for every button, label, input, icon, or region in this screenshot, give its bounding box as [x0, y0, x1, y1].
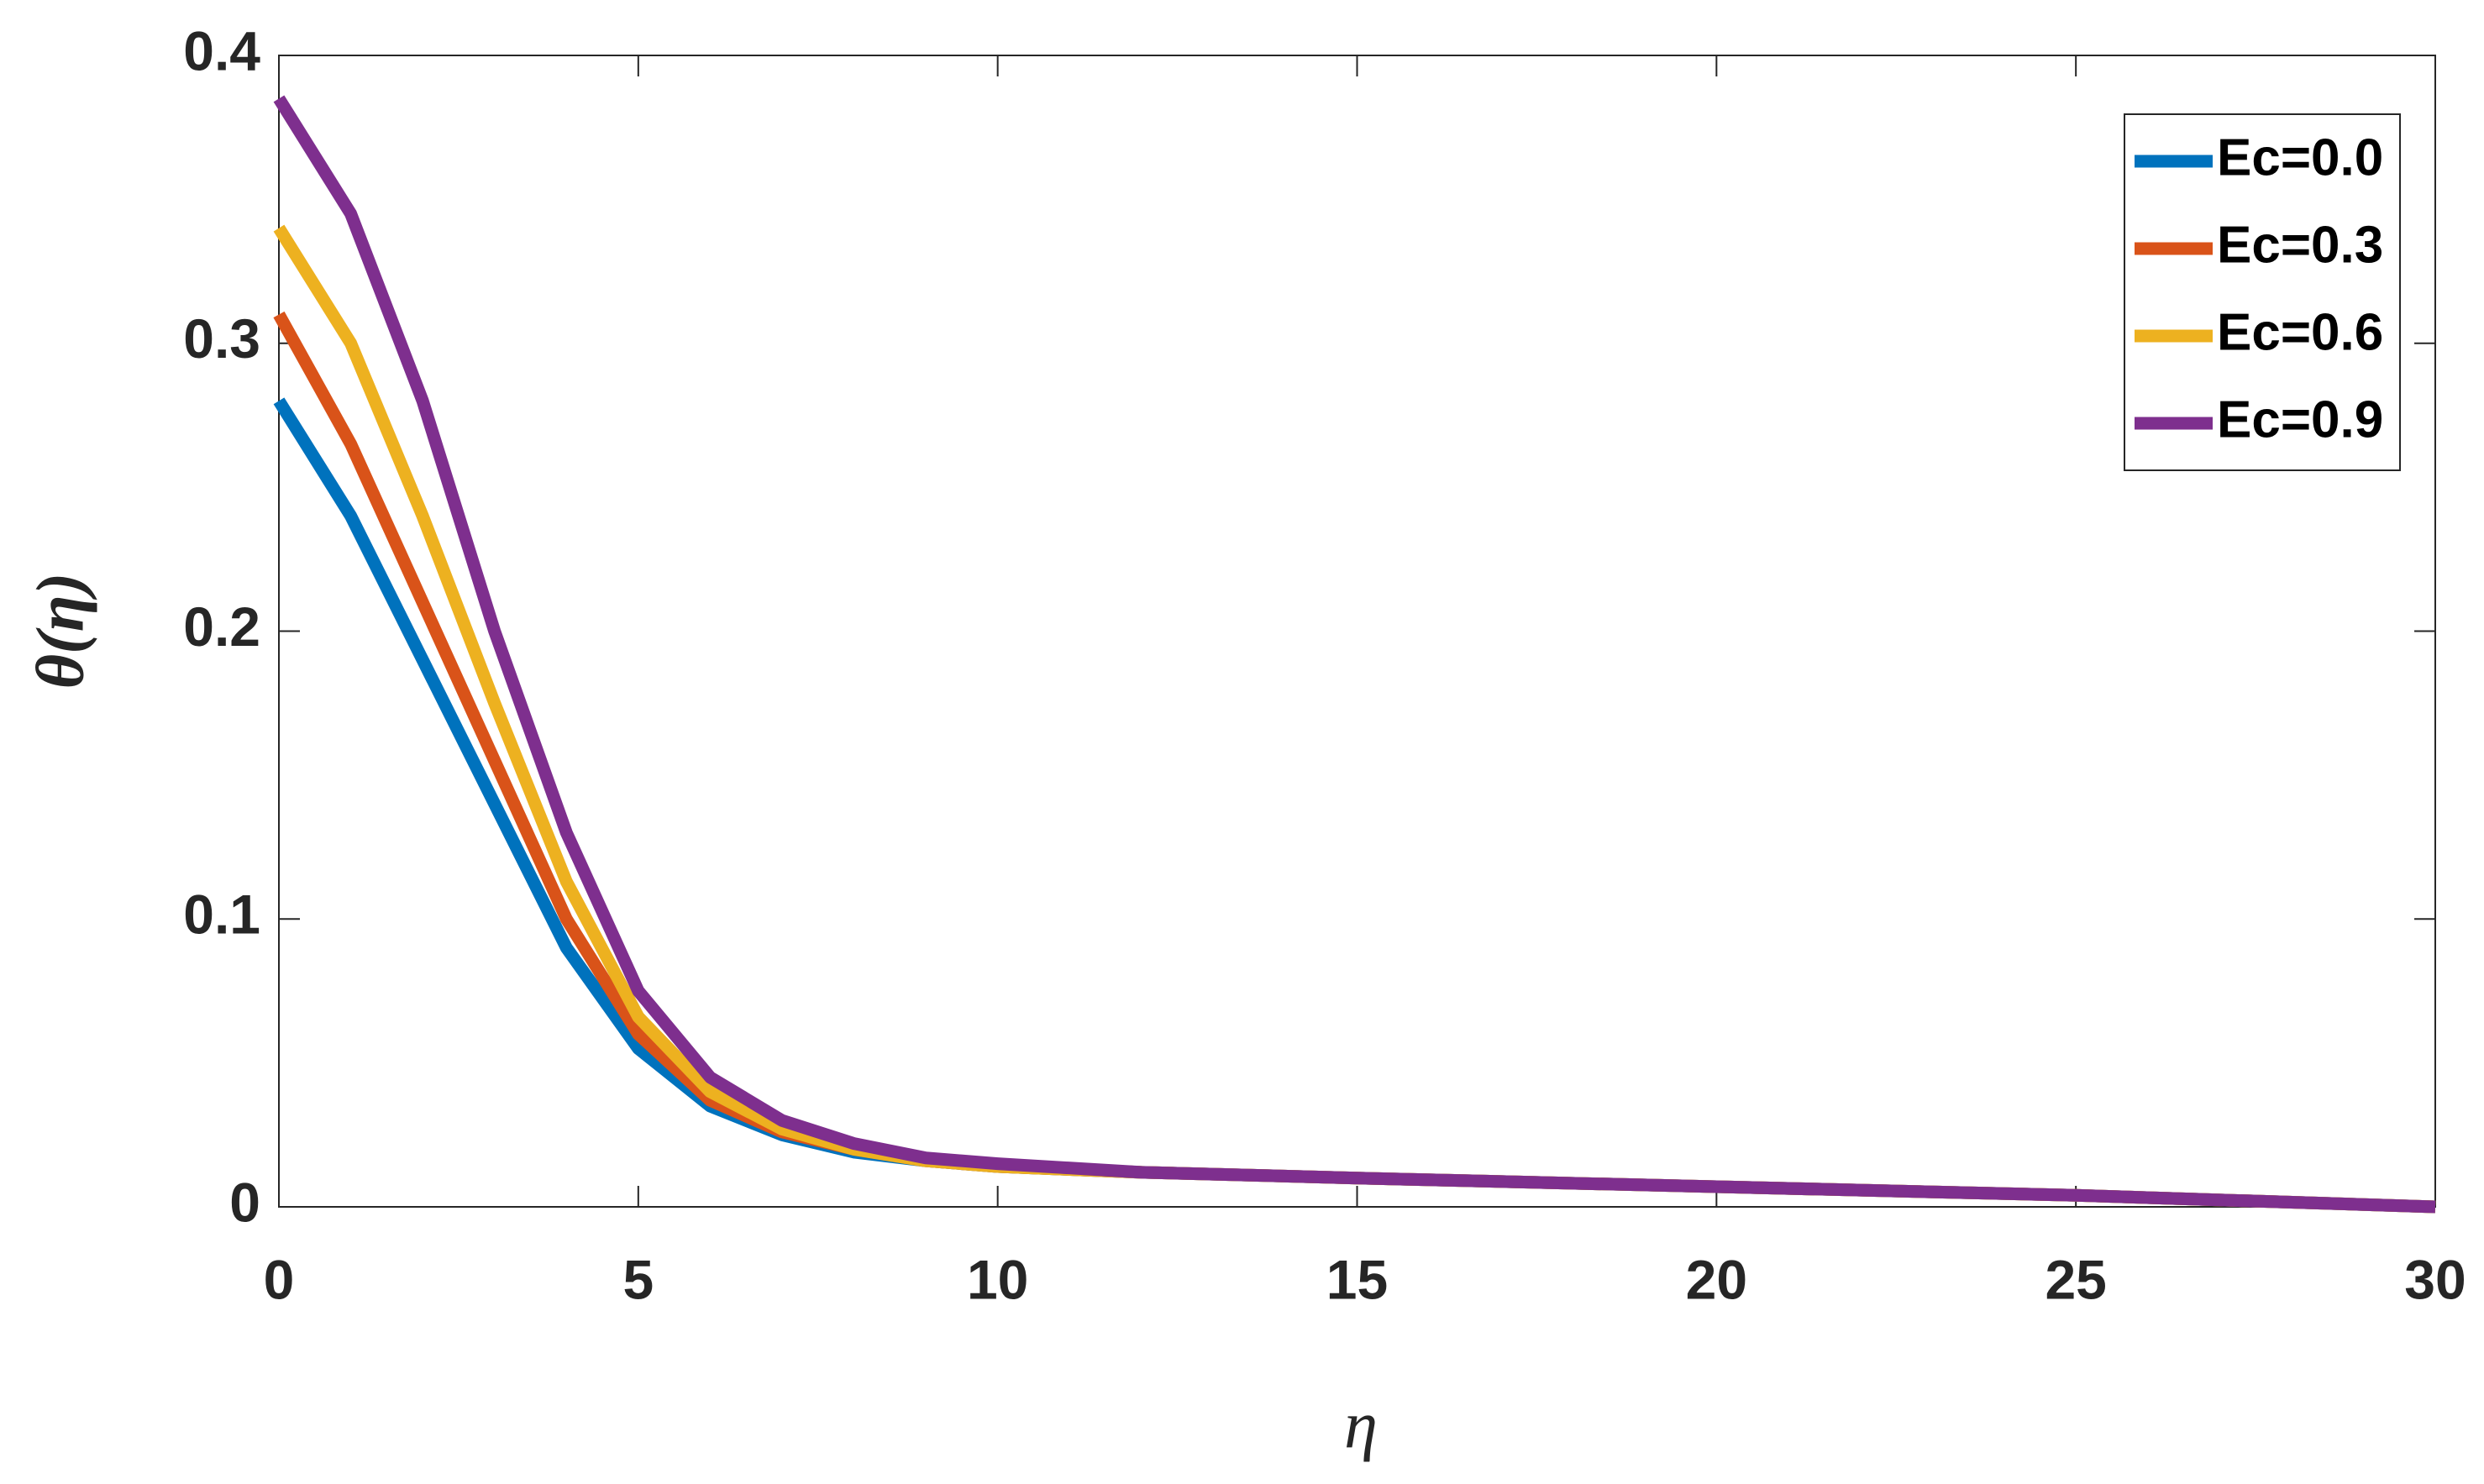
series-line [273, 95, 2436, 1214]
x-axis-label: η [1344, 1388, 1378, 1462]
y-tick-label: 0.3 [183, 307, 260, 370]
x-tick-label: 0 [264, 1248, 295, 1310]
y-tick-label: 0.4 [183, 19, 260, 81]
series-line [273, 397, 2436, 1214]
x-tick-label: 10 [967, 1248, 1028, 1310]
y-tick-label: 0.1 [183, 884, 260, 946]
legend-label: Ec=0.9 [2217, 391, 2383, 448]
series-line [273, 311, 2436, 1214]
legend-box [2124, 113, 2401, 471]
y-tick-label: 0 [229, 1171, 260, 1233]
x-tick-label: 30 [2404, 1248, 2466, 1310]
legend-label: Ec=0.3 [2217, 216, 2383, 274]
plot-frame [278, 55, 2436, 1208]
x-tick-label: 25 [2045, 1248, 2106, 1310]
legend-label: Ec=0.6 [2217, 303, 2383, 361]
x-tick-label: 20 [1686, 1248, 1747, 1310]
y-tick-label: 0.2 [183, 595, 260, 658]
series-line [273, 224, 2436, 1214]
x-tick-label: 15 [1326, 1248, 1388, 1310]
y-axis-label: θ(η) [24, 573, 97, 690]
x-tick-label: 5 [622, 1248, 654, 1310]
legend-label: Ec=0.0 [2217, 128, 2383, 186]
